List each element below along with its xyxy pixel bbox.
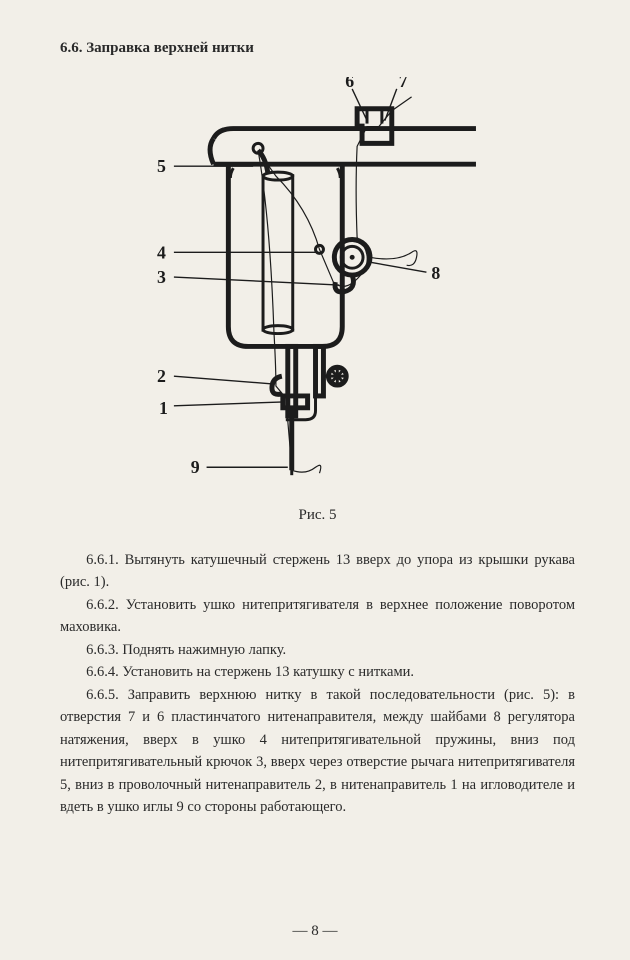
callout-9: 9 — [191, 457, 200, 477]
section-title: 6.6. Заправка верхней нитки — [60, 40, 575, 57]
callout-7: 7 — [399, 77, 408, 91]
callout-6: 6 — [345, 77, 354, 91]
instructions-block: 6.6.1. Вытянуть катушечный стержень 13 в… — [60, 549, 575, 819]
manual-page: 6.6. Заправка верхней нитки — [0, 0, 630, 960]
page-number: — 8 — — [0, 923, 630, 940]
para-6-6-2: 6.6.2. Установить ушко нитепритягивателя… — [60, 594, 575, 639]
figure-caption: Рис. 5 — [60, 507, 575, 524]
para-6-6-5: 6.6.5. Заправить верхнюю нитку в такой п… — [60, 684, 575, 819]
para-6-6-3: 6.6.3. Поднять нажимную лапку. — [60, 639, 575, 661]
figure-5: 5 6 7 4 3 8 2 1 9 — [60, 77, 575, 497]
callout-2: 2 — [157, 366, 166, 386]
para-6-6-4: 6.6.4. Установить на стержень 13 катушку… — [60, 661, 575, 683]
para-6-6-1: 6.6.1. Вытянуть катушечный стержень 13 в… — [60, 549, 575, 594]
callout-3: 3 — [157, 267, 166, 287]
callout-1: 1 — [159, 398, 168, 418]
callout-5: 5 — [157, 156, 166, 176]
diagram-svg: 5 6 7 4 3 8 2 1 9 — [60, 77, 575, 497]
callout-8: 8 — [431, 263, 440, 283]
callout-4: 4 — [157, 242, 166, 262]
